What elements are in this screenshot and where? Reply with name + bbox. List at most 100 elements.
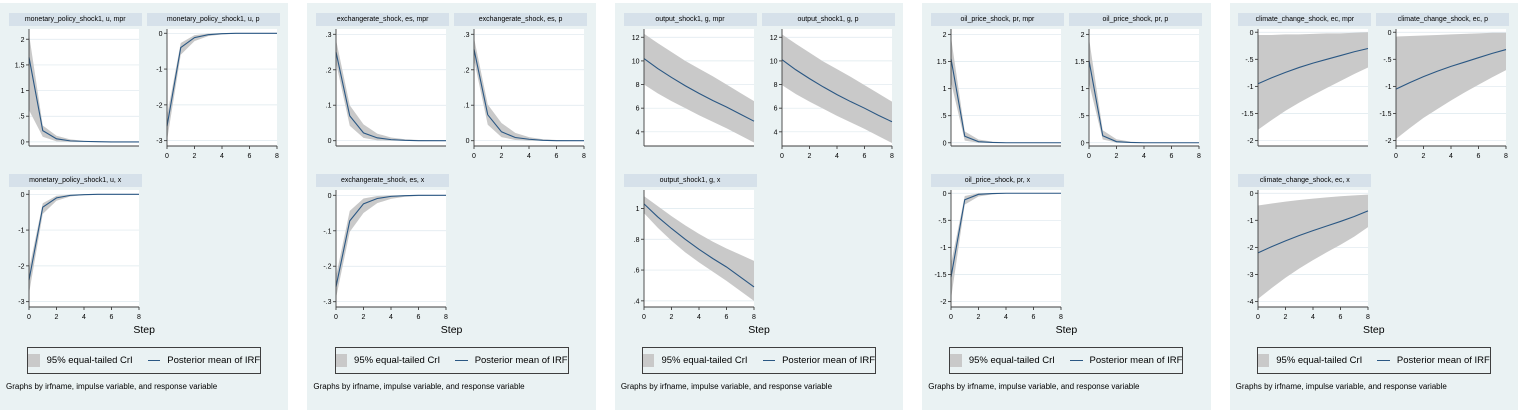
panel-bottom-row: climate_change_shock, ec, x 0 -1 -2 -3 -4 0 2 4…: [1235, 174, 1513, 323]
svg-text:0: 0: [1256, 314, 1260, 321]
svg-text:-.5: -.5: [1246, 57, 1254, 64]
svg-text:10: 10: [769, 58, 777, 65]
chart-cell: exchangerate_shock, es, mpr 0 .1 .2 .3: [316, 13, 450, 162]
irf-plot: 0 -.1 -.2 -.3 0 2 4 6 8: [323, 190, 448, 321]
ci-band-swatch: [950, 354, 962, 367]
irf-plot: 0 -1 -2 -3 -4 0 2 4 6 8: [1248, 190, 1370, 321]
svg-text:-.2: -.2: [323, 264, 331, 271]
svg-text:.2: .2: [326, 67, 332, 74]
svg-text:-2: -2: [1386, 138, 1392, 145]
svg-text:2: 2: [1422, 153, 1426, 160]
x-axis-title: Step: [748, 324, 770, 336]
irf-plot: 0 -.5 -1 -1.5 -2 0 2 4 6 8: [1380, 29, 1508, 160]
svg-text:8: 8: [1366, 314, 1370, 321]
chart-title: oil_price_shock, pr, p: [1068, 13, 1202, 26]
chart-cell: oil_price_shock, pr, x 0 -.5 -1 -1.5 -2 0 2 4 6 8: [930, 174, 1064, 323]
svg-text:-1.5: -1.5: [1380, 111, 1392, 118]
panel-bottom-row: exchangerate_shock, es, x 0 -.1 -.2 -.3 0 2 4 6…: [312, 174, 590, 323]
chart-cell: exchangerate_shock, es, p 0 .1 .2 .3 0 2 4 6 8: [454, 13, 588, 162]
svg-text:6: 6: [109, 314, 113, 321]
irf-panel-output: output_shock1, g, mpr 4 6 8 10 12 output_sho…: [614, 3, 904, 410]
chart-cell: monetary_policy_shock1, u, p 0 -1 -2 -3 0 2 4 6…: [146, 13, 280, 162]
svg-text:8: 8: [635, 82, 639, 89]
chart-title: monetary_policy_shock1, u, mpr: [8, 13, 142, 26]
chart-title: climate_change_shock, ec, p: [1376, 13, 1510, 26]
svg-text:-3: -3: [1248, 272, 1254, 279]
svg-text:-1: -1: [18, 228, 24, 235]
svg-text:1.5: 1.5: [937, 59, 947, 66]
svg-text:6: 6: [417, 314, 421, 321]
svg-text:.3: .3: [326, 32, 332, 39]
svg-text:2: 2: [669, 314, 673, 321]
chart-cell: climate_change_shock, ec, mpr 0 -.5 -1 -1.5…: [1238, 13, 1372, 162]
chart-title: oil_price_shock, pr, mpr: [930, 13, 1064, 26]
svg-text:2: 2: [20, 37, 24, 44]
chart-title: oil_price_shock, pr, x: [930, 174, 1064, 187]
svg-text:6: 6: [862, 153, 866, 160]
svg-text:2: 2: [1081, 32, 1085, 39]
svg-text:0: 0: [472, 153, 476, 160]
irf-line-swatch: [455, 360, 468, 361]
x-axis-title: Step: [1363, 324, 1385, 336]
svg-text:8: 8: [275, 153, 279, 160]
svg-text:10: 10: [631, 58, 639, 65]
svg-text:.4: .4: [633, 298, 639, 305]
graphs-by-caption: Graphs by irfname, impulse variable, and…: [6, 382, 218, 391]
irf-plot: 0 -.5 -1 -1.5 -2: [1242, 29, 1369, 147]
panel-top-row: exchangerate_shock, es, mpr 0 .1 .2 .3 exch…: [312, 13, 590, 162]
ci-band-swatch: [643, 354, 655, 367]
svg-text:-.5: -.5: [938, 218, 946, 225]
svg-text:6: 6: [247, 153, 251, 160]
svg-text:6: 6: [555, 153, 559, 160]
svg-text:.1: .1: [464, 103, 470, 110]
chart-title: output_shock1, g, p: [761, 13, 895, 26]
svg-text:2: 2: [1114, 153, 1118, 160]
panel-top-row: monetary_policy_shock1, u, mpr 0.5 1 1.5 2 …: [5, 13, 283, 162]
svg-text:1.5: 1.5: [14, 62, 24, 69]
ci-legend-label: 95% equal-tailed CrI: [661, 355, 748, 366]
chart-title: climate_change_shock, ec, mpr: [1238, 13, 1372, 26]
irf-line-swatch: [762, 360, 776, 361]
irf-panel-oil-price: oil_price_shock, pr, mpr 0.5 1 1.5 2 oil_pr…: [922, 3, 1211, 410]
svg-text:0: 0: [1250, 30, 1254, 37]
svg-text:-1.5: -1.5: [1242, 111, 1254, 118]
svg-text:.2: .2: [464, 67, 470, 74]
chart-cell: exchangerate_shock, es, x 0 -.1 -.2 -.3 0 2 4 6…: [316, 174, 450, 323]
svg-text:-2: -2: [18, 263, 24, 270]
svg-text:8: 8: [582, 153, 586, 160]
ci-band-swatch: [28, 354, 40, 367]
panel-bottom-row: output_shock1, g, x .4 .6 .8 1 0 2 4 6 8: [620, 174, 898, 323]
legend: 95% equal-tailed CrI Posterior mean of I…: [334, 347, 569, 374]
legend: 95% equal-tailed CrI Posterior mean of I…: [642, 347, 877, 374]
svg-text:1: 1: [1081, 86, 1085, 93]
svg-text:-.3: -.3: [323, 299, 331, 306]
svg-text:1: 1: [20, 88, 24, 95]
svg-text:0: 0: [158, 31, 162, 38]
svg-text:4: 4: [82, 314, 86, 321]
svg-text:8: 8: [752, 314, 756, 321]
svg-text:0: 0: [943, 140, 947, 147]
svg-text:-1: -1: [940, 245, 946, 252]
svg-text:0: 0: [334, 314, 338, 321]
svg-text:0: 0: [1250, 191, 1254, 198]
chart-title: monetary_policy_shock1, u, x: [8, 174, 142, 187]
mean-legend-label: Posterior mean of IRF: [782, 355, 876, 366]
svg-text:6: 6: [635, 106, 639, 113]
svg-text:0: 0: [20, 192, 24, 199]
svg-text:4: 4: [697, 314, 701, 321]
chart-cell: monetary_policy_shock1, u, mpr 0 .5 1 1.5 2: [8, 13, 142, 162]
svg-text:6: 6: [1477, 153, 1481, 160]
chart-title: monetary_policy_shock1, u, p: [146, 13, 280, 26]
svg-text:4: 4: [1004, 314, 1008, 321]
irf-plot: 0 .1 .2 .3: [326, 29, 447, 147]
ci-band-swatch: [1257, 354, 1270, 367]
svg-text:6: 6: [1339, 314, 1343, 321]
svg-text:2: 2: [192, 153, 196, 160]
panel-top-row: climate_change_shock, ec, mpr 0 -.5 -1 -1.5…: [1235, 13, 1513, 162]
chart-title: exchangerate_shock, es, p: [454, 13, 588, 26]
chart-title: climate_change_shock, ec, x: [1238, 174, 1372, 187]
irf-panel-monetary-policy: monetary_policy_shock1, u, mpr 0.5 1 1.5 2 …: [0, 3, 289, 410]
x-axis-title: Step: [133, 324, 155, 336]
irf-plot: 4 6 8 10 12: [631, 29, 754, 147]
svg-text:-1: -1: [156, 67, 162, 74]
